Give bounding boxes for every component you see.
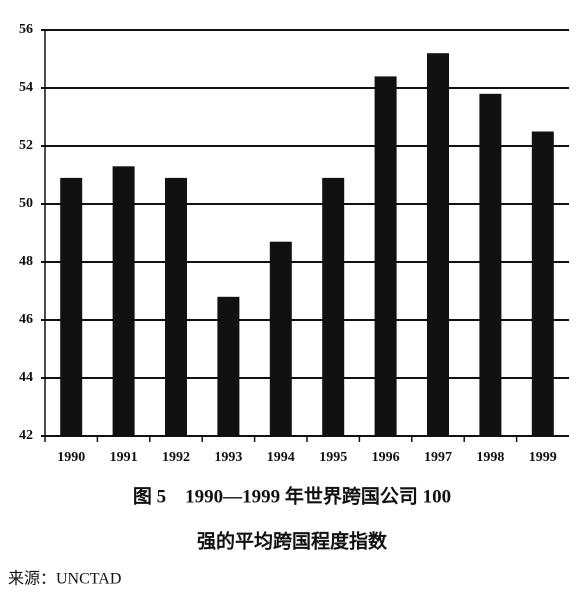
x-tick-label: 1991 — [110, 450, 138, 465]
bar — [322, 177, 345, 436]
chart-title: 强的平均跨国程度指数 — [197, 529, 388, 552]
y-tick-label: 50 — [19, 196, 33, 211]
y-tick-label: 44 — [19, 370, 33, 385]
bar — [531, 131, 554, 436]
bar — [165, 177, 187, 436]
bar — [427, 53, 449, 436]
y-tick-label: 56 — [19, 22, 33, 37]
y-tick-label: 52 — [19, 138, 33, 153]
bar — [374, 76, 397, 437]
x-tick-label: 1999 — [529, 450, 557, 465]
y-tick-label: 54 — [19, 80, 33, 95]
bar — [112, 166, 135, 437]
y-tick-label: 42 — [19, 428, 33, 443]
x-tick-label: 1990 — [57, 450, 85, 465]
y-tick-label: 46 — [19, 312, 33, 327]
x-tick-label: 1994 — [267, 450, 295, 465]
x-tick-label: 1996 — [372, 450, 400, 465]
chart-title: 图 5 1990—1999 年世界跨国公司 100 — [133, 484, 451, 507]
x-tick-label: 1995 — [319, 450, 347, 465]
source: 来源：UNCTAD — [8, 570, 121, 588]
bar — [217, 296, 240, 436]
x-tick-label: 1998 — [476, 450, 504, 465]
y-tick-label: 48 — [19, 254, 33, 269]
x-tick-label: 1992 — [162, 450, 190, 465]
x-tick-label: 1997 — [424, 450, 452, 465]
bar — [479, 93, 502, 437]
bar — [60, 177, 83, 436]
x-tick-label: 1993 — [214, 450, 242, 465]
bar — [269, 241, 292, 436]
